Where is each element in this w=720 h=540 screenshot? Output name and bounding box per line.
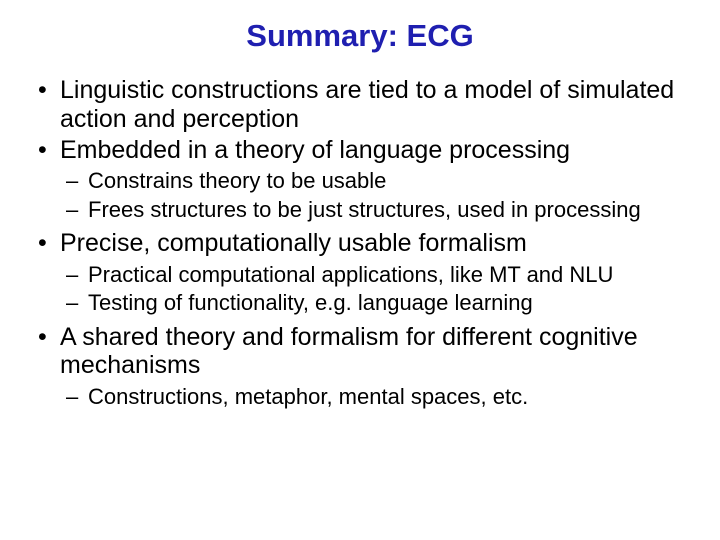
- bullet-l2-text: Constrains theory to be usable: [88, 168, 386, 193]
- bullet-l2-item: Constrains theory to be usable: [88, 168, 690, 194]
- bullet-l2-item: Practical computational applications, li…: [88, 262, 690, 288]
- bullet-sublist: Practical computational applications, li…: [60, 262, 690, 317]
- bullet-l2-text: Constructions, metaphor, mental spaces, …: [88, 384, 528, 409]
- bullet-l1-text: Precise, computationally usable formalis…: [60, 229, 527, 257]
- bullet-l1-item: Linguistic constructions are tied to a m…: [60, 76, 690, 134]
- bullet-l1-text: Embedded in a theory of language process…: [60, 136, 570, 164]
- bullet-l1-text: A shared theory and formalism for differ…: [60, 323, 638, 380]
- slide-title: Summary: ECG: [30, 18, 690, 54]
- bullet-l1-item: Precise, computationally usable formalis…: [60, 229, 690, 317]
- bullet-l1-item: Embedded in a theory of language process…: [60, 136, 690, 224]
- bullet-l2-item: Frees structures to be just structures, …: [88, 197, 690, 223]
- bullet-l2-item: Constructions, metaphor, mental spaces, …: [88, 384, 690, 410]
- bullet-l1-text: Linguistic constructions are tied to a m…: [60, 76, 674, 133]
- bullet-sublist: Constructions, metaphor, mental spaces, …: [60, 384, 690, 410]
- bullet-l2-text: Testing of functionality, e.g. language …: [88, 290, 533, 315]
- bullet-l2-item: Testing of functionality, e.g. language …: [88, 290, 690, 316]
- bullet-l2-text: Frees structures to be just structures, …: [88, 197, 641, 222]
- bullet-sublist: Constrains theory to be usable Frees stru…: [60, 168, 690, 223]
- bullet-l2-text: Practical computational applications, li…: [88, 262, 613, 287]
- bullet-l1-item: A shared theory and formalism for differ…: [60, 323, 690, 411]
- bullet-list: Linguistic constructions are tied to a m…: [30, 76, 690, 410]
